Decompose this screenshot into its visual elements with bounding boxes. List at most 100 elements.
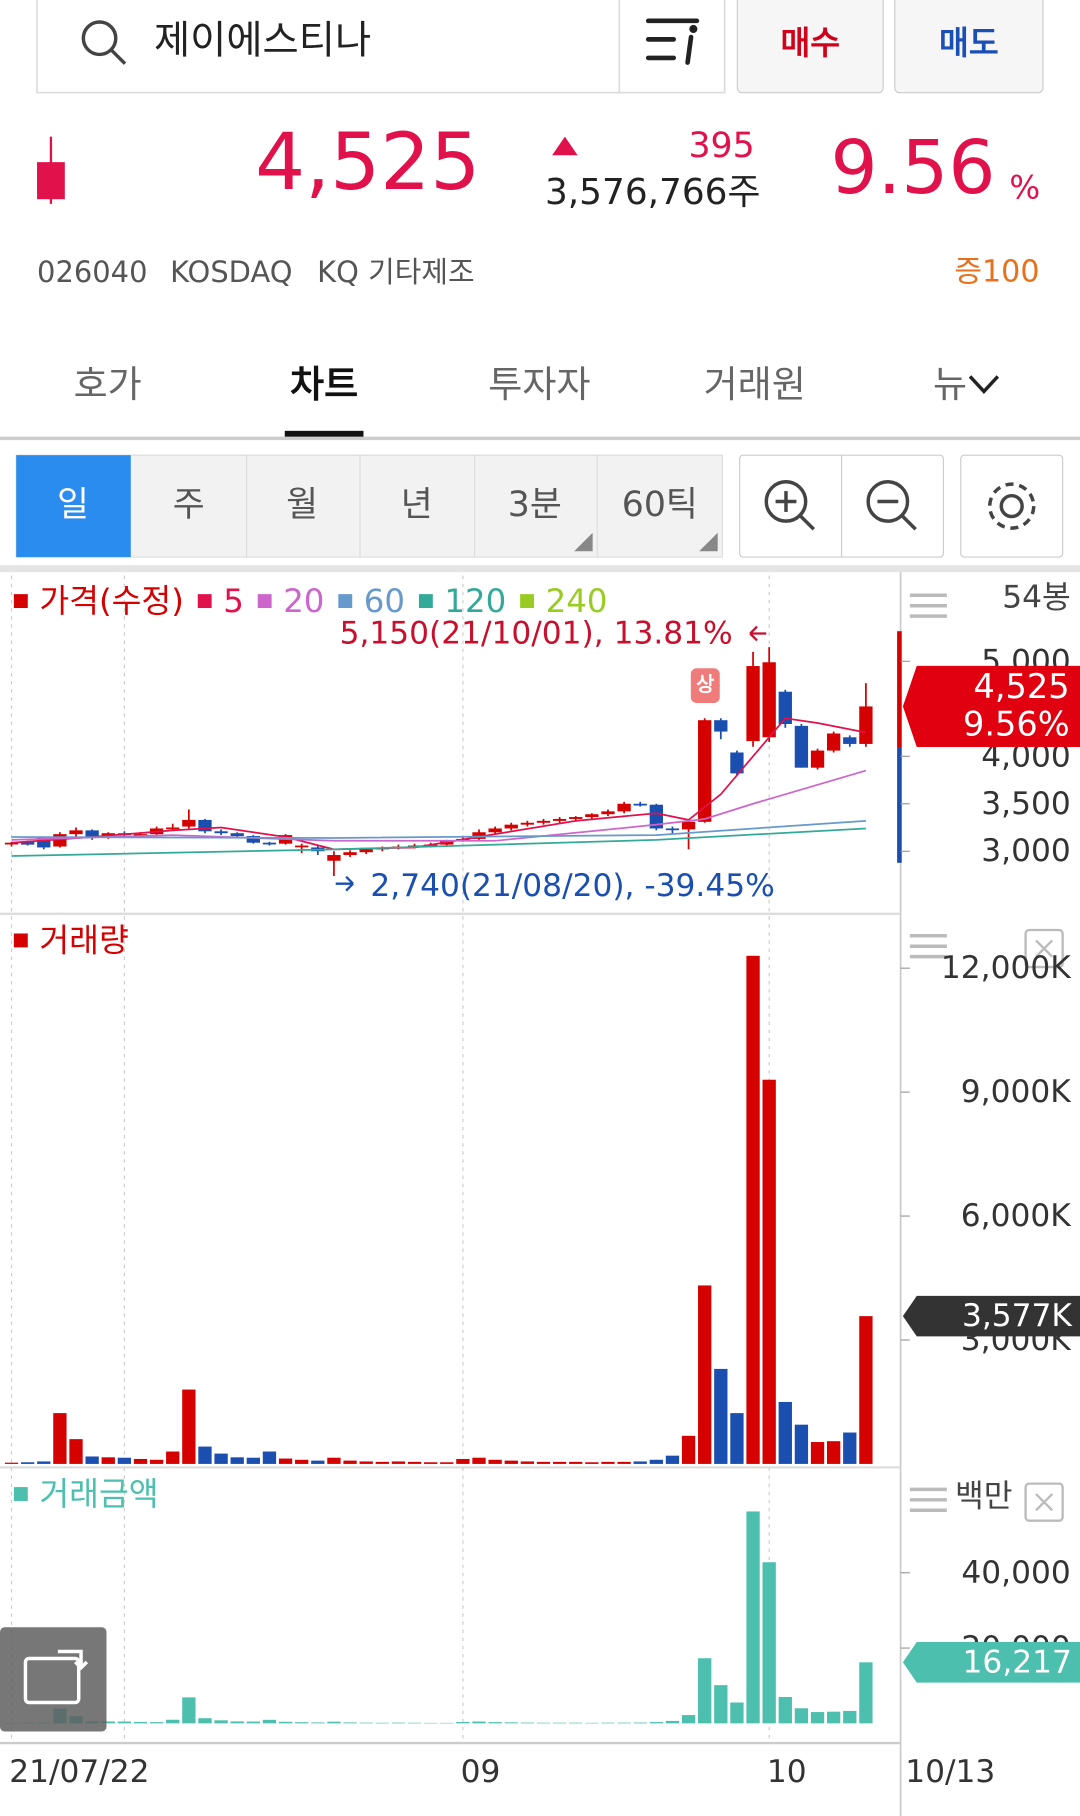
zoom-in-icon[interactable]: [764, 480, 815, 531]
panel-menu-icon[interactable]: [909, 593, 947, 1512]
search-query[interactable]: 제이에스티나: [154, 18, 371, 64]
zoom-out-icon[interactable]: [866, 480, 917, 531]
bar: [681, 1715, 696, 1724]
candle-body: [295, 845, 309, 848]
legend-swatch: [13, 933, 28, 948]
change: 395: [688, 126, 754, 166]
bar: [278, 1721, 293, 1724]
candle-body: [327, 855, 341, 861]
sell-label[interactable]: 매도: [939, 24, 999, 62]
settings-button[interactable]: [960, 454, 1064, 558]
bar: [133, 1721, 148, 1724]
y-tick-label: 9,000K: [961, 1074, 1072, 1110]
legend-swatch: [520, 594, 535, 609]
tab-active[interactable]: 차트: [290, 363, 358, 406]
legend-swatch: [418, 594, 433, 609]
tab[interactable]: 거래원: [704, 363, 806, 406]
candle-body: [810, 750, 825, 768]
bar: [472, 1457, 486, 1464]
x-tick-label: 09: [461, 1754, 501, 1790]
candle-body: [859, 706, 873, 744]
menu-icon[interactable]: [645, 18, 700, 65]
bar: [246, 1721, 260, 1724]
tab[interactable]: 뉴: [933, 363, 967, 406]
bar: [762, 1079, 776, 1464]
strength-bar: [897, 631, 902, 748]
period[interactable]: 3분: [508, 485, 562, 525]
candle-body: [85, 830, 99, 838]
bar: [826, 1441, 841, 1464]
candle-body: [488, 828, 502, 833]
bar: [37, 1461, 51, 1464]
candle-body: [69, 830, 83, 835]
candle-body: [166, 827, 180, 830]
buy-label[interactable]: 매수: [780, 24, 840, 62]
moving-average: [11, 819, 866, 839]
period[interactable]: 일: [57, 485, 89, 525]
period[interactable]: 60틱: [622, 485, 698, 525]
sector: KQ 기타제조: [317, 255, 474, 289]
legend-label: 거래금액: [39, 1475, 158, 1513]
bar: [488, 1459, 502, 1464]
search-icon: [109, 48, 127, 65]
period[interactable]: 월: [286, 485, 318, 525]
candle-body: [182, 819, 196, 827]
bar: [569, 1461, 583, 1464]
market: KOSDAQ: [170, 255, 292, 289]
bar: [552, 1461, 567, 1464]
candle-body: [569, 817, 583, 819]
bar: [85, 1456, 99, 1464]
legend-swatch: [13, 594, 28, 609]
bar: [20, 1462, 35, 1464]
tab[interactable]: 호가: [74, 363, 142, 406]
high-arrow: [749, 625, 767, 642]
rotate-icon[interactable]: [23, 1649, 89, 1705]
bar: [536, 1722, 551, 1724]
bar: [778, 1696, 792, 1724]
bar: [166, 1719, 180, 1724]
rotate-button[interactable]: [0, 1627, 107, 1732]
period[interactable]: 년: [401, 485, 433, 525]
bar: [730, 1413, 744, 1464]
candle-body: [472, 832, 486, 839]
candle-body: [585, 814, 599, 818]
strength-bar: [897, 747, 902, 863]
search-box[interactable]: [36, 0, 726, 94]
bar: [311, 1722, 325, 1724]
bar: [859, 1316, 873, 1464]
bar: [4, 1462, 19, 1464]
bar: [665, 1455, 680, 1464]
legend-swatch: [13, 1487, 28, 1501]
tab[interactable]: 투자자: [488, 363, 590, 406]
bar: [69, 1439, 83, 1464]
bar: [794, 1424, 809, 1464]
candle-body: [246, 836, 260, 843]
buy-button[interactable]: [736, 0, 884, 94]
tab-more[interactable]: [968, 375, 1000, 395]
bar: [698, 1658, 712, 1724]
candle-body: [649, 804, 663, 829]
period[interactable]: 주: [173, 485, 205, 525]
unit-label: 백만: [955, 1478, 1012, 1514]
candle-body: [617, 803, 631, 812]
candle-body: [762, 662, 776, 738]
bar: [472, 1721, 486, 1724]
sell-button[interactable]: [894, 0, 1044, 94]
candle-body: [730, 752, 744, 774]
margin: 증100: [954, 255, 1039, 290]
candle-body: [198, 819, 212, 832]
low-annotation: 2,740(21/08/20), -39.45%: [370, 868, 774, 904]
bar: [520, 1722, 535, 1724]
bar: [698, 1285, 712, 1464]
legend-label: 60: [364, 582, 405, 620]
close-icon[interactable]: [1024, 928, 1064, 1522]
settings-icon[interactable]: [987, 482, 1036, 530]
limit-up-badge: [690, 668, 720, 704]
moving-average: [11, 827, 866, 857]
candle-body: [20, 841, 35, 845]
stock-code: 026040: [37, 255, 147, 289]
bar: [488, 1722, 502, 1724]
period-selected[interactable]: [16, 455, 131, 558]
